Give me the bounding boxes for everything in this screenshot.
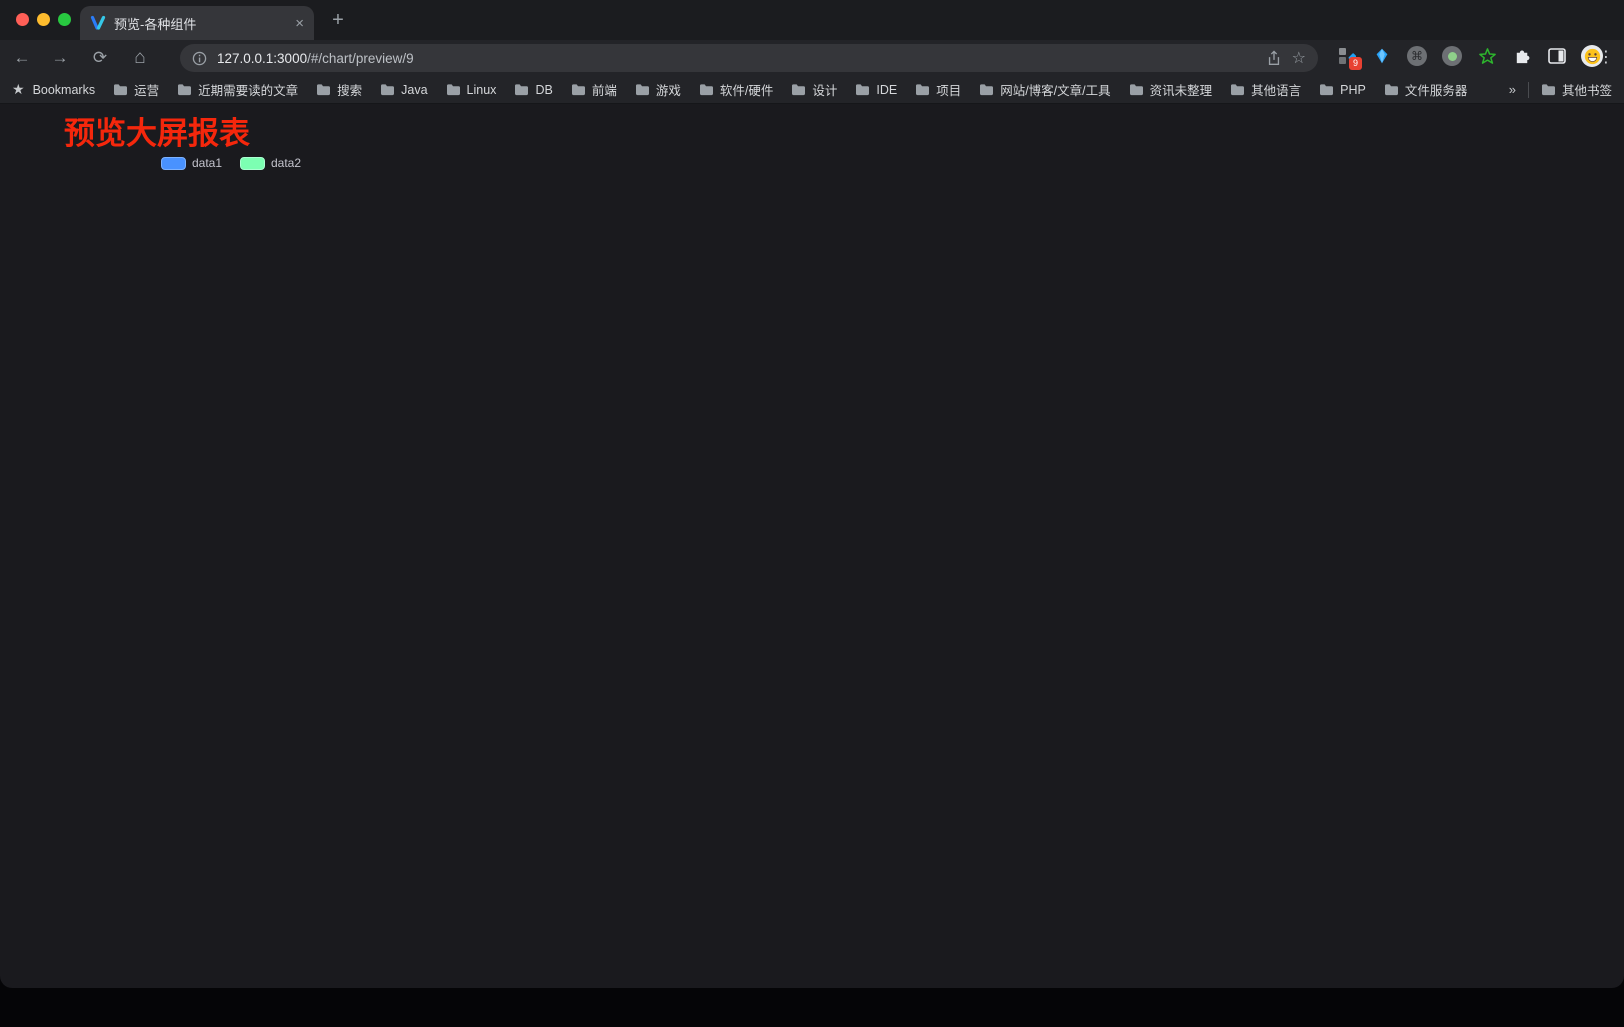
- bookmarks-label[interactable]: Bookmarks: [32, 82, 96, 97]
- bookmarks-right-group: » 其他书签: [1509, 80, 1612, 99]
- bookmark-folder[interactable]: Linux: [446, 83, 496, 97]
- bookmarks-bar: ★ Bookmarks 运营 近期需要读的文章 搜索 Java Linux DB 前端 游戏软…: [0, 76, 1624, 104]
- bookmark-folder[interactable]: DB: [514, 83, 553, 97]
- window-controls: [16, 13, 71, 26]
- bookmark-folder[interactable]: 搜索: [316, 80, 362, 99]
- bookmarks-overflow-icon[interactable]: »: [1508, 82, 1516, 97]
- bookmark-folder[interactable]: 设计: [791, 80, 837, 99]
- url-host: 127.0.0.1:3000: [217, 50, 308, 66]
- new-tab-button[interactable]: +: [332, 9, 344, 31]
- profile-avatar[interactable]: [1581, 45, 1603, 67]
- dashboard-preview-page: 预览大屏报表 data1 data2: [0, 104, 1624, 988]
- forward-icon[interactable]: →: [51, 48, 69, 67]
- extensions-area: 9 ⌘: [1336, 45, 1603, 70]
- bookmarks-star-icon[interactable]: ★: [12, 81, 25, 97]
- browser-tab[interactable]: 预览-各种组件 ×: [80, 6, 314, 40]
- bookmarks-separator: [1527, 81, 1529, 98]
- chart-bar-vertical[interactable]: data1 data2: [46, 146, 416, 361]
- bookmark-folder[interactable]: 文件服务器: [1384, 80, 1467, 99]
- legend-item-data1[interactable]: data1: [160, 156, 222, 170]
- tab-title: 预览-各种组件: [114, 16, 197, 32]
- extension-record-icon[interactable]: [1441, 45, 1463, 67]
- extension-command-icon[interactable]: ⌘: [1406, 45, 1428, 67]
- back-icon[interactable]: ←: [13, 48, 31, 67]
- window-maximize-button[interactable]: [58, 13, 71, 26]
- page-title: 预览大屏报表: [64, 116, 250, 151]
- bookmark-folder[interactable]: 运营: [113, 80, 159, 99]
- window-close-button[interactable]: [16, 13, 29, 26]
- bookmark-folder[interactable]: 软件/硬件: [699, 80, 773, 99]
- url-text[interactable]: 127.0.0.1:3000/#/chart/preview/9: [217, 51, 1256, 66]
- browser-viewport: 预览大屏报表 data1 data2: [0, 104, 1624, 1027]
- bookmark-folder[interactable]: PHP: [1319, 83, 1366, 97]
- bookmark-folder[interactable]: IDE: [855, 83, 897, 97]
- bookmark-folder-list: 运营 近期需要读的文章 搜索 Java Linux DB 前端 游戏 软件/硬件 设计 IDE 项目网…: [113, 80, 1501, 99]
- bookmark-folder[interactable]: 游戏: [635, 80, 681, 99]
- bookmark-star-icon[interactable]: ☆: [1291, 50, 1306, 67]
- address-bar[interactable]: 127.0.0.1:3000/#/chart/preview/9 ☆: [180, 44, 1318, 72]
- home-icon[interactable]: ⌂: [134, 47, 146, 68]
- other-bookmarks-button[interactable]: 其他书签: [1541, 80, 1612, 99]
- window-minimize-button[interactable]: [37, 13, 50, 26]
- bookmark-folder[interactable]: 网站/博客/文章/工具: [979, 80, 1111, 99]
- sidebar-toggle-icon[interactable]: [1546, 45, 1568, 67]
- extension-badge: 9: [1349, 57, 1362, 70]
- browser-titlebar: 预览-各种组件 × +: [0, 0, 1624, 40]
- chart-legend: data1 data2: [46, 156, 416, 170]
- tab-close-icon[interactable]: ×: [295, 14, 304, 32]
- bookmark-folder[interactable]: 资讯未整理: [1129, 80, 1212, 99]
- bookmark-folder[interactable]: 项目: [915, 80, 961, 99]
- share-icon[interactable]: [1266, 49, 1282, 67]
- extension-star-icon[interactable]: [1476, 45, 1498, 67]
- bookmark-folder[interactable]: 前端: [571, 80, 617, 99]
- extension-gem-icon[interactable]: [1371, 45, 1393, 67]
- reload-icon[interactable]: ⟳: [92, 48, 108, 67]
- extensions-puzzle-icon[interactable]: [1511, 45, 1533, 67]
- extension-grid-icon[interactable]: 9: [1336, 45, 1362, 70]
- legend-item-data2[interactable]: data2: [240, 156, 301, 170]
- browser-toolbar: ← → ⟳ ⌂ 127.0.0.1:3000/#/chart/preview/9…: [0, 40, 1624, 76]
- browser-menu-icon[interactable]: ⋮: [1598, 49, 1614, 66]
- site-info-icon[interactable]: [192, 51, 207, 66]
- bookmark-folder[interactable]: 近期需要读的文章: [177, 80, 298, 99]
- tab-favicon: [90, 15, 106, 30]
- bookmark-folder[interactable]: Java: [380, 83, 428, 97]
- url-path: /#/chart/preview/9: [307, 50, 414, 66]
- bookmark-folder[interactable]: 其他语言: [1230, 80, 1301, 99]
